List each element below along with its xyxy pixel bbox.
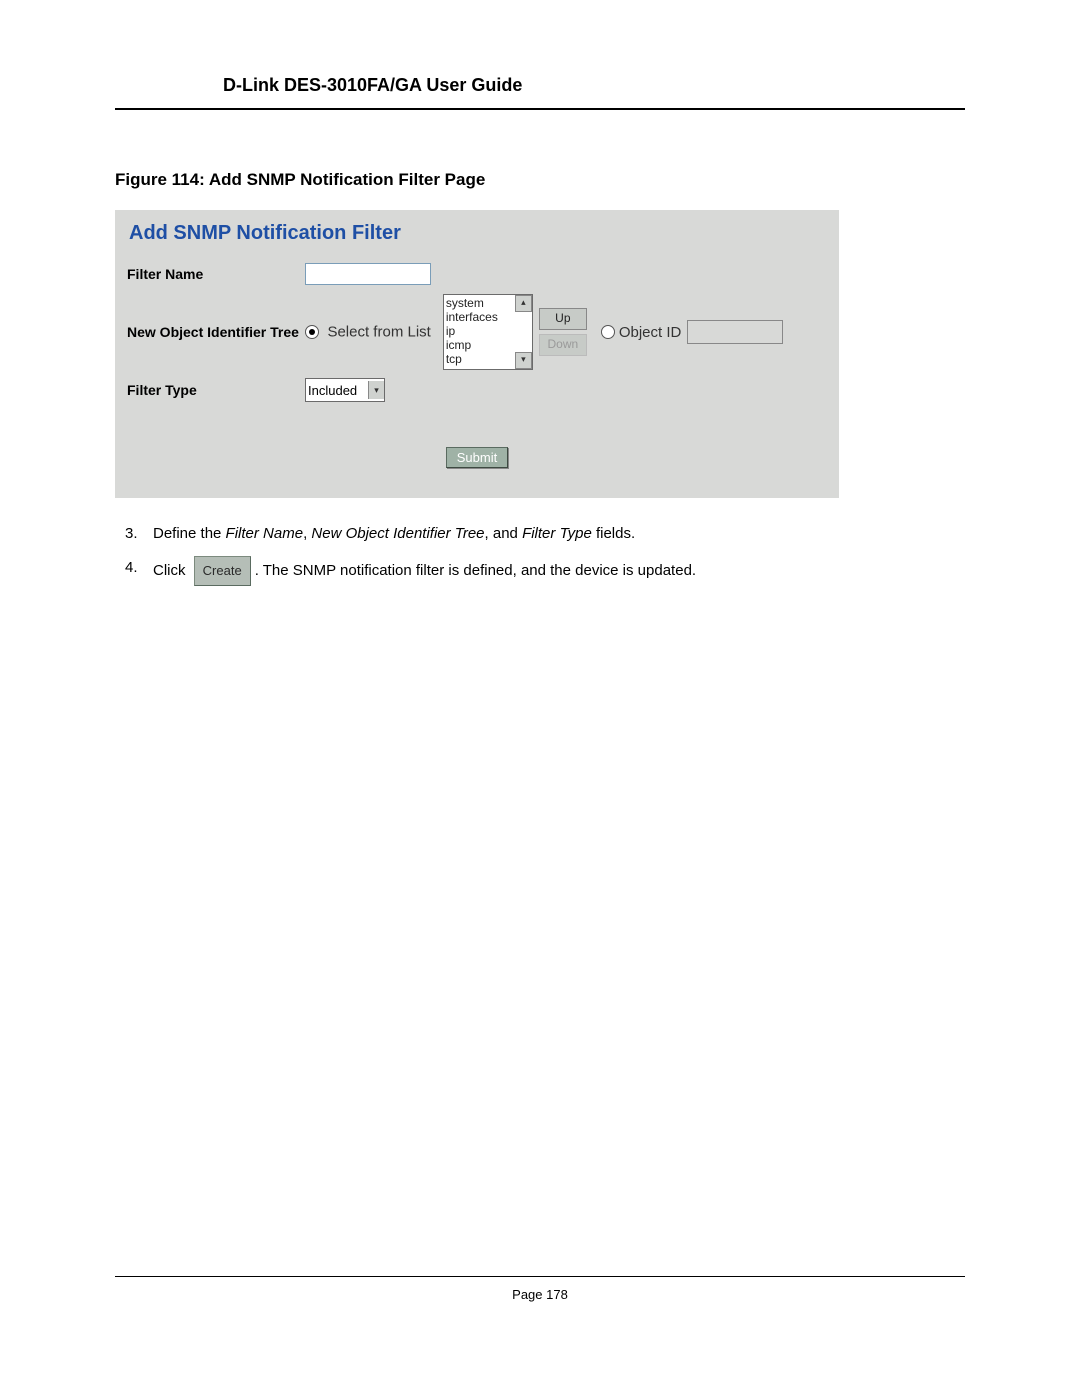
create-button[interactable]: Create — [194, 556, 251, 586]
select-from-list-label: Select from List — [327, 323, 430, 340]
figure-caption: Figure 114: Add SNMP Notification Filter… — [115, 170, 965, 190]
figure-title: Add SNMP Notification Filter Page — [209, 170, 485, 189]
text-fragment: Click — [153, 562, 190, 579]
filter-type-select[interactable]: Included ▾ — [305, 378, 385, 402]
instructions: 3. Define the Filter Name, New Object Id… — [115, 522, 965, 586]
filter-type-value: Included — [308, 383, 357, 398]
page-number: Page 178 — [115, 1287, 965, 1302]
text-fragment: . The SNMP notification filter is define… — [255, 562, 696, 579]
chevron-down-icon: ▾ — [368, 381, 384, 399]
step-text: Click Create. The SNMP notification filt… — [153, 556, 965, 586]
up-button[interactable]: Up — [539, 308, 587, 330]
snmp-filter-panel: Add SNMP Notification Filter Filter Name… — [115, 210, 839, 498]
header-divider — [115, 108, 965, 110]
object-tree-label: New Object Identifier Tree — [127, 324, 305, 340]
step-number: 3. — [115, 522, 153, 546]
footer-divider — [115, 1276, 965, 1277]
filter-name-label: Filter Name — [127, 266, 305, 282]
field-ref: Filter Name — [226, 525, 304, 542]
step-number: 4. — [115, 556, 153, 586]
field-ref: New Object Identifier Tree — [311, 525, 484, 542]
select-from-list-radio[interactable] — [305, 325, 319, 339]
filter-type-label: Filter Type — [127, 382, 305, 398]
figure-number: Figure 114: — [115, 170, 205, 189]
text-fragment: Define the — [153, 525, 226, 542]
select-from-list-radio-group: Select from List — [305, 323, 431, 341]
list-item[interactable]: ip — [446, 324, 530, 338]
list-item[interactable]: icmp — [446, 338, 530, 352]
scroll-down-icon[interactable]: ▾ — [515, 352, 532, 369]
step-text: Define the Filter Name, New Object Ident… — [153, 522, 965, 546]
text-fragment: , and — [485, 525, 523, 542]
object-list-select[interactable]: system interfaces ip icmp tcp ▴ ▾ — [443, 294, 533, 370]
panel-title: Add SNMP Notification Filter — [127, 222, 827, 245]
text-fragment: fields. — [592, 525, 635, 542]
down-button[interactable]: Down — [539, 334, 587, 356]
scroll-up-icon[interactable]: ▴ — [515, 295, 532, 312]
filter-name-input[interactable] — [305, 263, 431, 285]
guide-title: D-Link DES-3010FA/GA User Guide — [115, 75, 965, 96]
object-id-input[interactable] — [687, 320, 783, 344]
object-id-radio[interactable] — [601, 325, 615, 339]
field-ref: Filter Type — [522, 525, 592, 542]
submit-button[interactable]: Submit — [446, 447, 508, 468]
list-item[interactable]: interfaces — [446, 310, 530, 324]
object-id-label: Object ID — [619, 324, 682, 341]
